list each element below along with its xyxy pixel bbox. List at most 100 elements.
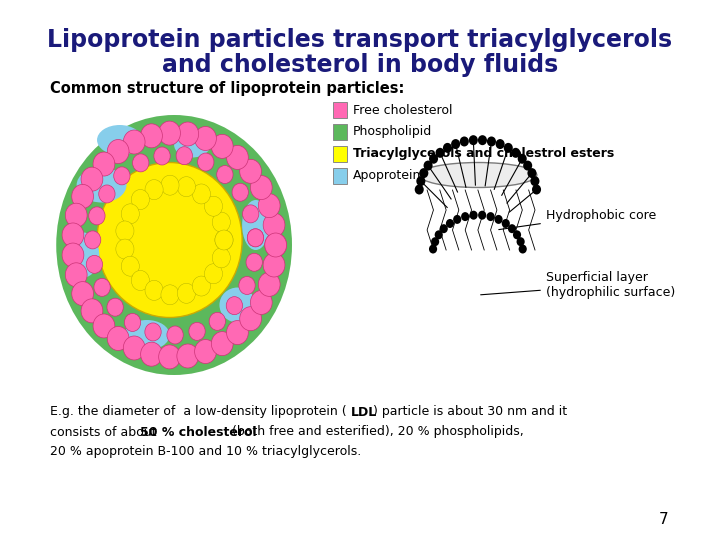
Ellipse shape	[174, 132, 210, 158]
Circle shape	[140, 342, 163, 366]
Circle shape	[154, 147, 170, 165]
Circle shape	[204, 196, 222, 216]
Circle shape	[66, 203, 87, 227]
Circle shape	[495, 139, 505, 149]
Circle shape	[62, 243, 84, 267]
Circle shape	[419, 168, 428, 178]
Circle shape	[263, 253, 285, 277]
Circle shape	[478, 211, 486, 220]
Circle shape	[210, 312, 225, 330]
Circle shape	[107, 298, 123, 316]
Circle shape	[107, 327, 129, 350]
Circle shape	[258, 272, 280, 296]
Circle shape	[121, 256, 139, 276]
Text: Apoprotein: Apoprotein	[353, 170, 421, 183]
Circle shape	[194, 126, 217, 151]
Circle shape	[107, 139, 129, 164]
Circle shape	[84, 231, 101, 249]
Circle shape	[161, 285, 179, 305]
Circle shape	[478, 135, 487, 145]
Circle shape	[72, 281, 94, 306]
Circle shape	[227, 321, 248, 345]
Text: Triacylglycerols and cholestrol esters: Triacylglycerols and cholestrol esters	[353, 147, 614, 160]
Circle shape	[94, 278, 110, 296]
Circle shape	[461, 212, 469, 221]
Ellipse shape	[125, 320, 170, 350]
Ellipse shape	[76, 167, 127, 202]
Circle shape	[145, 180, 163, 200]
Circle shape	[93, 314, 114, 338]
Circle shape	[511, 148, 521, 158]
Circle shape	[247, 229, 264, 247]
Circle shape	[440, 224, 448, 233]
Circle shape	[531, 176, 539, 186]
Circle shape	[516, 237, 525, 246]
Circle shape	[518, 245, 527, 253]
Text: Hydrophobic core: Hydrophobic core	[499, 208, 656, 230]
Text: Lipoprotein particles transport triacylglycerols: Lipoprotein particles transport triacylg…	[48, 28, 672, 52]
Circle shape	[86, 255, 102, 273]
Circle shape	[192, 184, 210, 204]
Circle shape	[453, 215, 462, 224]
Circle shape	[469, 211, 477, 220]
Circle shape	[116, 221, 134, 241]
Circle shape	[239, 276, 255, 294]
Circle shape	[123, 130, 145, 154]
Circle shape	[81, 167, 103, 191]
Circle shape	[177, 284, 195, 303]
Ellipse shape	[97, 163, 242, 318]
Circle shape	[140, 124, 163, 148]
Circle shape	[145, 323, 161, 341]
Circle shape	[158, 345, 181, 369]
FancyBboxPatch shape	[333, 102, 347, 118]
Text: Superficial layer
(hydrophilic surface): Superficial layer (hydrophilic surface)	[481, 271, 675, 299]
FancyBboxPatch shape	[333, 146, 347, 162]
Circle shape	[532, 185, 541, 194]
Circle shape	[145, 280, 163, 300]
Circle shape	[212, 248, 230, 268]
Circle shape	[423, 160, 433, 171]
Circle shape	[513, 231, 521, 239]
Circle shape	[215, 230, 233, 250]
Circle shape	[192, 276, 210, 296]
Circle shape	[263, 213, 285, 237]
Circle shape	[443, 143, 452, 153]
Circle shape	[265, 233, 287, 257]
Circle shape	[469, 135, 478, 145]
Circle shape	[429, 245, 437, 253]
Circle shape	[116, 239, 134, 259]
Circle shape	[415, 185, 424, 194]
Text: 50 % cholesterol: 50 % cholesterol	[140, 426, 256, 438]
Text: Common structure of lipoprotein particles:: Common structure of lipoprotein particle…	[50, 80, 404, 96]
Circle shape	[177, 344, 199, 368]
Circle shape	[508, 224, 516, 233]
Circle shape	[131, 190, 150, 210]
Circle shape	[177, 177, 195, 197]
Circle shape	[504, 143, 513, 153]
Circle shape	[158, 121, 181, 145]
Circle shape	[215, 230, 233, 250]
Circle shape	[167, 326, 183, 344]
Circle shape	[446, 219, 454, 228]
Circle shape	[99, 185, 115, 203]
Circle shape	[502, 219, 510, 228]
Circle shape	[246, 253, 262, 271]
Circle shape	[212, 332, 233, 356]
Circle shape	[528, 168, 536, 178]
Circle shape	[217, 166, 233, 184]
Circle shape	[460, 137, 469, 146]
Text: (both free and esterified), 20 % phospholipids,: (both free and esterified), 20 % phospho…	[228, 426, 523, 438]
Circle shape	[247, 229, 264, 247]
Circle shape	[227, 145, 248, 170]
Circle shape	[431, 237, 439, 246]
Circle shape	[243, 205, 259, 223]
Circle shape	[197, 153, 214, 171]
Circle shape	[114, 167, 130, 185]
Circle shape	[226, 296, 243, 315]
Circle shape	[523, 160, 532, 171]
Circle shape	[204, 264, 222, 284]
Circle shape	[131, 271, 150, 291]
Circle shape	[189, 322, 205, 340]
Text: Free cholesterol: Free cholesterol	[353, 104, 452, 117]
Circle shape	[429, 154, 438, 164]
